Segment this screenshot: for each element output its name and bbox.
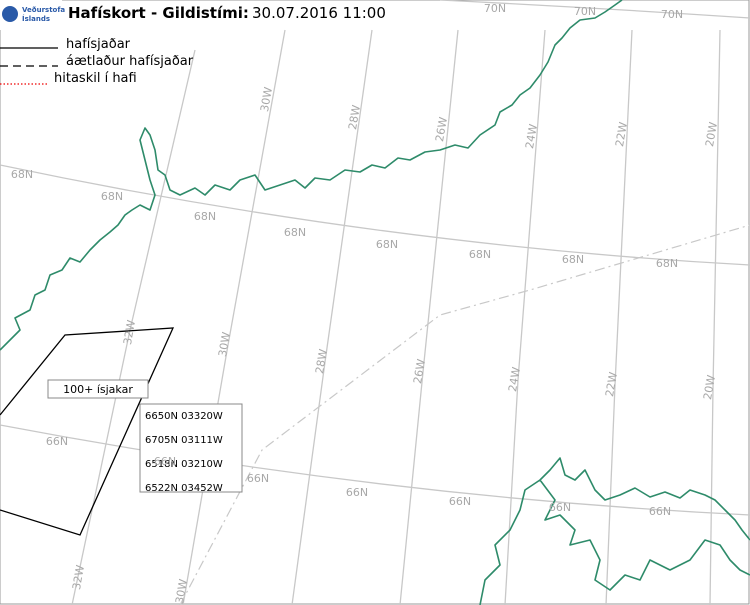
lon-label: 30W bbox=[258, 86, 275, 113]
lon-label: 26W bbox=[433, 116, 450, 143]
coord-box bbox=[139, 403, 243, 493]
coordinate: 6518N 03210W bbox=[145, 459, 223, 470]
lat-label: 66N bbox=[247, 472, 269, 485]
lat-line bbox=[0, 164, 750, 266]
legend-label: hitaskil í hafi bbox=[54, 71, 137, 86]
logo-icon bbox=[2, 6, 18, 22]
lat-label: 68N bbox=[284, 226, 306, 239]
lon-label: 20W bbox=[701, 374, 718, 401]
logo-text: Íslands bbox=[22, 14, 50, 23]
lon-label: 32W bbox=[70, 564, 87, 591]
boundary-line bbox=[179, 224, 750, 605]
lon-label: 26W bbox=[411, 358, 428, 385]
lat-label: 66N bbox=[649, 505, 671, 518]
iceland-coast bbox=[479, 457, 750, 605]
lat-label: 66N bbox=[154, 455, 176, 468]
lat-label: 70N bbox=[661, 8, 683, 21]
lat-label: 66N bbox=[346, 486, 368, 499]
lon-line bbox=[605, 29, 633, 605]
coordinate: 6705N 03111W bbox=[145, 435, 223, 446]
lon-line bbox=[709, 29, 721, 605]
lon-line bbox=[291, 29, 373, 605]
lon-label: 20W bbox=[703, 121, 720, 148]
lat-label: 68N bbox=[101, 190, 123, 203]
lon-label: 24W bbox=[506, 366, 523, 393]
title: Hafískort - Gildistími: bbox=[68, 4, 249, 22]
coordinate: 6650N 03320W bbox=[145, 411, 223, 422]
lat-label: 66N bbox=[46, 435, 68, 448]
coordinate: 6522N 03452W bbox=[145, 483, 223, 494]
lon-label: 22W bbox=[603, 371, 620, 398]
lat-line bbox=[0, 424, 750, 516]
lat-label: 66N bbox=[549, 501, 571, 514]
lon-label: 28W bbox=[313, 348, 330, 375]
ice-edge bbox=[0, 327, 175, 536]
lon-line bbox=[71, 49, 196, 605]
lat-label: 68N bbox=[469, 248, 491, 261]
lat-label: 68N bbox=[194, 210, 216, 223]
lat-label: 70N bbox=[484, 2, 506, 15]
lon-label: 22W bbox=[613, 121, 630, 148]
iceberg-label: 100+ ísjakar bbox=[63, 383, 133, 396]
lon-label: 30W bbox=[216, 331, 233, 358]
lon-label: 32W bbox=[121, 319, 138, 346]
lon-line bbox=[182, 29, 286, 605]
logo-text: Veðurstofa bbox=[22, 6, 65, 14]
lat-label: 66N bbox=[449, 495, 471, 508]
lon-label: 30W bbox=[173, 578, 190, 605]
lon-label: 24W bbox=[523, 123, 540, 150]
legend-label: hafísjaðar bbox=[66, 37, 131, 52]
lat-label: 68N bbox=[562, 253, 584, 266]
lat-label: 70N bbox=[574, 5, 596, 18]
lon-label: 28W bbox=[346, 104, 363, 131]
lat-label: 68N bbox=[656, 257, 678, 270]
timestamp: 30.07.2016 11:00 bbox=[252, 4, 386, 22]
lon-line bbox=[399, 29, 459, 605]
lat-line bbox=[439, 0, 750, 19]
lat-label: 68N bbox=[11, 168, 33, 181]
lat-label: 68N bbox=[376, 238, 398, 251]
legend-label: áætlaður hafísjaðar bbox=[66, 54, 194, 69]
iceberg-box bbox=[47, 379, 149, 399]
greenland-coast bbox=[0, 0, 623, 351]
